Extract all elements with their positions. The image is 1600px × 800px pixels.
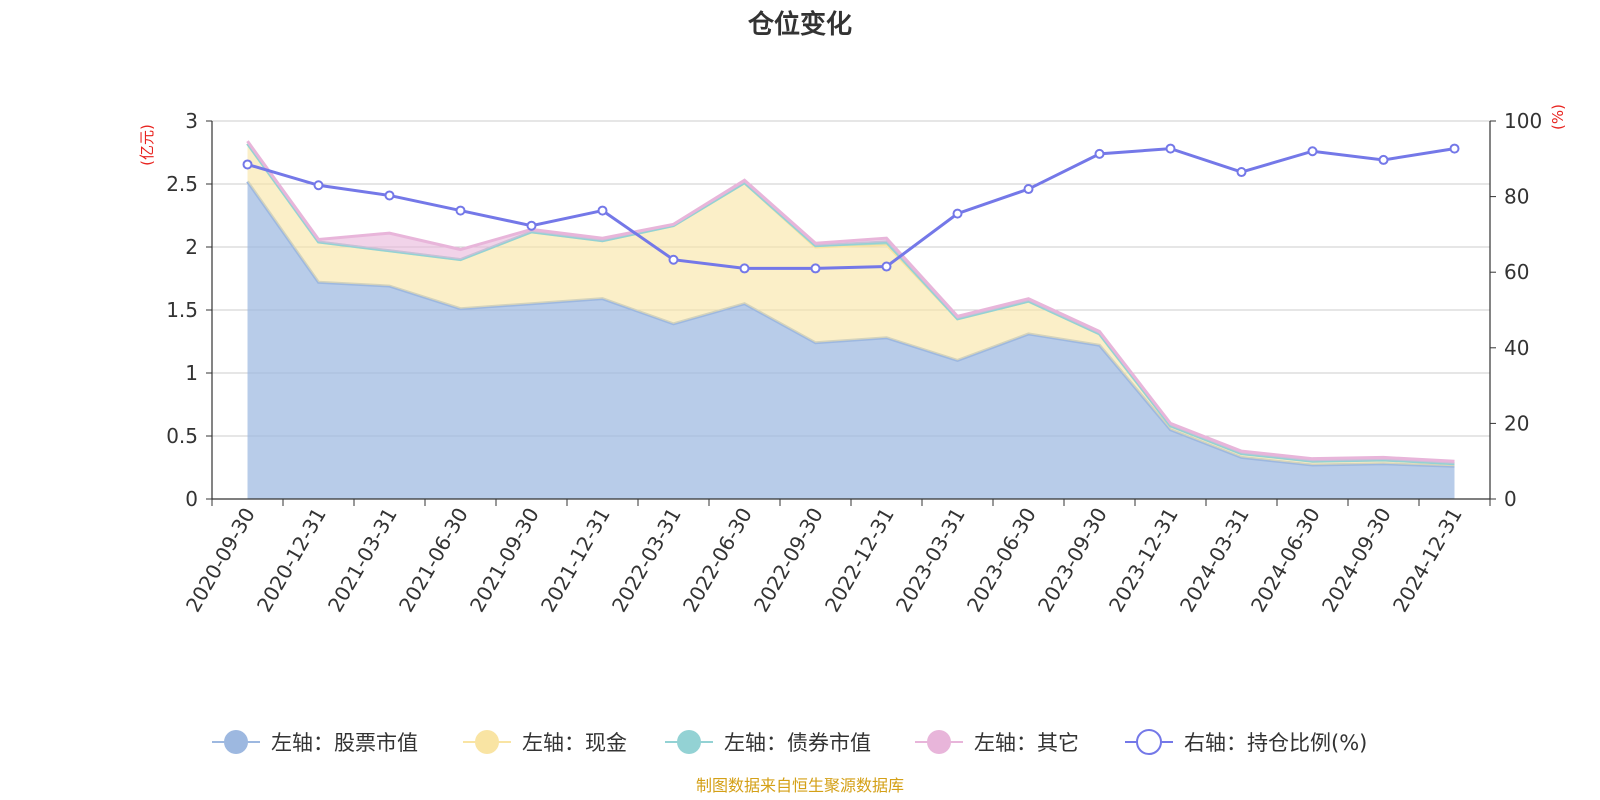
- x-tick-label: 2024-03-31: [1175, 504, 1254, 617]
- left-tick-label: 3: [185, 109, 198, 133]
- right-tick-label: 100: [1504, 109, 1542, 133]
- ratio-line: [242, 143, 1460, 274]
- ratio-point: [952, 208, 963, 219]
- ratio-point: [384, 190, 395, 201]
- x-tick-label: 2024-06-30: [1246, 504, 1325, 617]
- x-tick-label: 2021-09-30: [465, 504, 544, 617]
- x-tick-label: 2021-03-31: [323, 504, 402, 617]
- ratio-point: [526, 220, 537, 231]
- left-tick-label: 2: [185, 235, 198, 259]
- x-tick-label: 2023-03-31: [891, 504, 970, 617]
- right-tick-label: 0: [1504, 487, 1517, 511]
- x-tick-label: 2023-12-31: [1104, 504, 1183, 617]
- right-tick-label: 40: [1504, 336, 1529, 360]
- ratio-point: [597, 205, 608, 216]
- x-tick-label: 2022-09-30: [749, 504, 828, 617]
- area-1: [247, 143, 1455, 467]
- x-tick-label: 2021-06-30: [394, 504, 473, 617]
- left-tick-label: 1.5: [166, 298, 198, 322]
- legend-label-2: 左轴：债券市值: [724, 731, 871, 755]
- x-tick-label: 2022-12-31: [820, 504, 899, 617]
- area-0: [247, 181, 1455, 500]
- x-tick-label: 2020-12-31: [252, 504, 331, 617]
- area-line-3: [246, 140, 1455, 463]
- ratio-point: [1378, 154, 1389, 165]
- ratio-point: [1023, 184, 1034, 195]
- ratio-point: [242, 159, 253, 170]
- x-tick-label: 2022-03-31: [607, 504, 686, 617]
- legend-marker-4: [1136, 729, 1162, 755]
- ratio-point: [739, 263, 750, 274]
- stacked-areas: [246, 140, 1455, 500]
- left-tick-label: 0.5: [166, 424, 198, 448]
- x-tick-label: 2020-09-30: [181, 504, 260, 617]
- legend-label-4: 右轴：持仓比例(%): [1184, 731, 1367, 755]
- legend[interactable]: 左轴：股票市值 左轴：现金 左轴：债券市值 左轴：其它 右轴：持仓比例(%): [212, 729, 1367, 755]
- axes: [206, 120, 1496, 506]
- legend-label-1: 左轴：现金: [522, 731, 627, 755]
- ratio-line-path: [247, 147, 1455, 270]
- x-tick-label: 2024-09-30: [1317, 504, 1396, 617]
- ratio-point: [313, 180, 324, 191]
- x-tick-label: 2023-09-30: [1033, 504, 1112, 617]
- right-tick-label: 80: [1504, 185, 1529, 209]
- legend-label-3: 左轴：其它: [974, 731, 1079, 755]
- left-tick-label: 1: [185, 361, 198, 385]
- left-axis-unit: (亿元): [138, 124, 156, 166]
- x-tick-label: 2021-12-31: [536, 504, 615, 617]
- ratio-point: [881, 261, 892, 272]
- chart-title: 仓位变化: [747, 9, 852, 40]
- left-tick-label: 0: [185, 487, 198, 511]
- data-source-note: 制图数据来自恒生聚源数据库: [696, 776, 904, 795]
- x-tick-label: 2023-06-30: [962, 504, 1041, 617]
- legend-marker-0: [224, 730, 248, 754]
- legend-marker-3: [927, 730, 951, 754]
- ratio-point: [1165, 143, 1176, 154]
- ratio-point: [455, 205, 466, 216]
- ratio-point: [1236, 167, 1247, 178]
- ratio-point: [1307, 146, 1318, 157]
- ratio-point: [810, 263, 821, 274]
- ratio-point: [1094, 148, 1105, 159]
- ratio-point: [668, 254, 679, 265]
- ratio-point: [1449, 143, 1460, 154]
- left-tick-label: 2.5: [166, 172, 198, 196]
- right-tick-label: 20: [1504, 411, 1529, 435]
- right-axis-unit: (%): [1549, 104, 1567, 130]
- x-tick-label: 2022-06-30: [678, 504, 757, 617]
- legend-marker-1: [475, 730, 499, 754]
- right-tick-label: 60: [1504, 260, 1529, 284]
- legend-label-0: 左轴：股票市值: [271, 731, 418, 755]
- legend-marker-2: [677, 730, 701, 754]
- x-tick-label: 2024-12-31: [1388, 504, 1467, 617]
